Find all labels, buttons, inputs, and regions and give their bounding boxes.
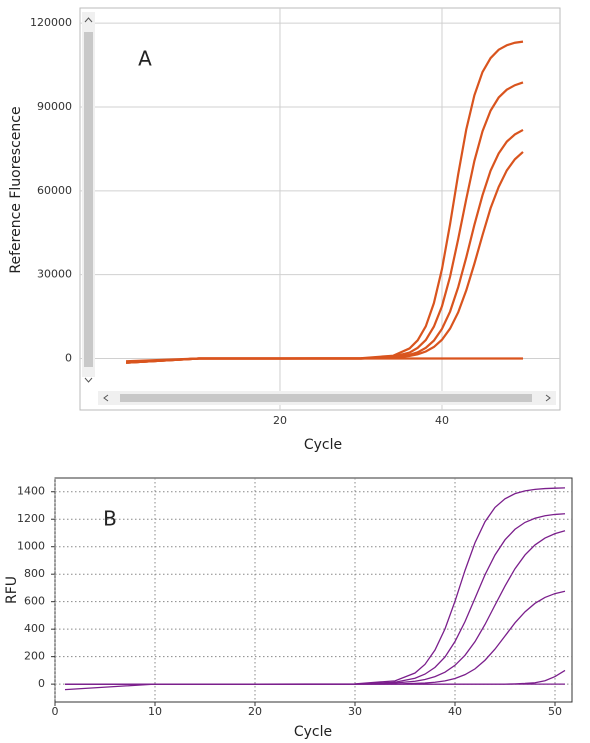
y-tick-label: 90000 — [37, 100, 72, 113]
annotation: A — [138, 47, 152, 71]
y-tick-label: 60000 — [37, 184, 72, 197]
y-tick-label: 800 — [24, 567, 45, 580]
y-axis-label: Reference Fluorescence — [8, 106, 24, 273]
scroll-left[interactable] — [103, 394, 109, 402]
y-tick-label: 1400 — [17, 485, 45, 498]
y-tick-label: 0 — [38, 677, 45, 690]
annotation: B — [103, 507, 117, 531]
y-tick-label: 120000 — [30, 16, 72, 29]
h-scroll-thumb[interactable] — [120, 394, 532, 402]
x-axis-label: Cycle — [304, 437, 342, 453]
y-tick-label: 1200 — [17, 512, 45, 525]
x-axis-label: Cycle — [294, 724, 332, 740]
y-tick-label: 400 — [24, 622, 45, 635]
y-tick-label: 1000 — [17, 540, 45, 553]
v-scroll-thumb[interactable] — [84, 32, 93, 367]
scroll-right[interactable] — [545, 394, 551, 402]
x-tick-label: 0 — [52, 705, 59, 718]
scroll-up[interactable] — [84, 17, 93, 23]
scroll-down[interactable] — [84, 377, 93, 383]
x-tick-label: 10 — [148, 705, 162, 718]
curve — [64, 683, 565, 691]
y-tick-label: 600 — [24, 595, 45, 608]
x-tick-label: 20 — [248, 705, 262, 718]
y-tick-label: 200 — [24, 650, 45, 663]
panel-b-frame — [54, 477, 573, 703]
y-axis-label: RFU — [4, 576, 20, 604]
x-tick-label: 40 — [448, 705, 462, 718]
y-tick-label: 30000 — [37, 268, 72, 281]
y-tick-label: 0 — [65, 351, 72, 364]
annotation-box — [118, 35, 178, 83]
x-tick-label: 20 — [273, 414, 287, 427]
x-tick-label: 40 — [435, 414, 449, 427]
x-tick-label: 30 — [348, 705, 362, 718]
x-tick-label: 50 — [548, 705, 562, 718]
curve — [126, 357, 523, 363]
